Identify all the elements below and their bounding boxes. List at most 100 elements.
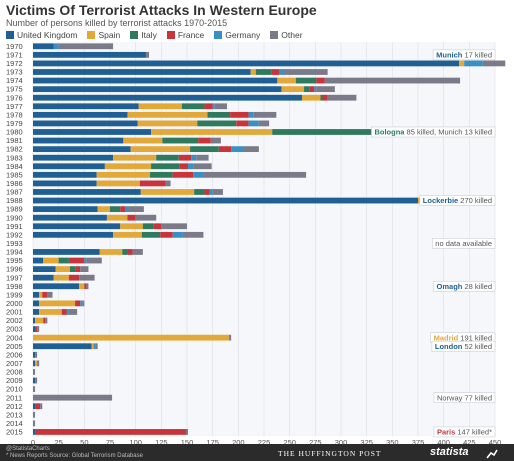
legend-label: Other [281,30,303,40]
year-label: 1985 [6,170,23,179]
bar-segment-other [145,51,150,58]
bar-segment-united-kingdom [33,163,105,170]
bar-segment-germany [80,300,83,307]
bar-segment-spain [459,60,465,67]
bar-segment-spain [140,189,195,195]
annotation-text: Bologna 85 killed, Munich 13 killed [374,128,492,137]
x-tick-label: 450 [489,438,502,444]
legend-item: France [166,29,205,41]
bar-segment-spain [99,249,123,255]
annotation-text: Madrid 191 killed [434,333,492,342]
year-label: 1974 [6,76,23,85]
bar-segment-spain [301,94,321,101]
x-tick-label: 325 [360,438,373,444]
x-tick-label: 350 [386,438,399,444]
statista-logo[interactable]: statista [430,446,469,458]
year-label: 1996 [6,265,23,274]
bar-segment-spain [96,180,140,187]
publisher-logo[interactable]: THE HUFFINGTON POST [278,449,382,458]
bar-segment-other [185,429,189,435]
bar-segment-italy [320,94,323,101]
bar-segment-united-kingdom [33,154,114,161]
bar-segment-italy [194,189,205,195]
bar-segment-united-kingdom [33,309,40,315]
legend-swatch [166,31,175,39]
annotation-box [433,392,496,403]
bar-segment-united-kingdom [33,403,36,410]
bar-segment-spain [39,291,43,298]
chart-subtitle: Number of persons killed by terrorist at… [6,18,228,28]
annotation-city: Bologna [374,128,405,137]
bar-segment-italy [69,266,76,273]
legend-label: France [177,30,205,40]
bar-segment-france [271,69,280,75]
annotation-detail: 17 killed [462,50,492,59]
bar-segment-other [182,231,204,238]
bar-segment-spain [35,317,44,324]
year-label: 2015 [6,428,23,437]
bar-segment-other [212,189,223,195]
bar-segment-italy [58,257,69,264]
bar-segment-united-kingdom [33,274,54,281]
bar-segment-spain [113,154,157,161]
bar-segment-united-kingdom [33,171,97,178]
annotation-detail: 85 killed, Munich 13 killed [404,128,492,137]
bar-segment-italy [207,111,231,118]
legend-item: Germany [214,29,260,41]
year-label: 1986 [6,179,23,188]
bar-segment-germany [314,86,317,93]
legend-item: Spain [87,29,120,41]
bar-segment-other [324,77,461,84]
annotation-text: London 52 killed [435,342,492,351]
bar-segment-other [33,386,36,392]
bar-segment-united-kingdom [33,129,152,135]
year-label: 2002 [6,316,23,325]
bar-segment-germany [193,171,204,178]
year-label: 2011 [6,393,22,402]
year-label: 1998 [6,282,23,291]
bar-segment-united-kingdom [33,223,121,230]
bar-segment-spain [53,274,69,281]
bar-segment-france [75,266,81,273]
bar-segment-spain [277,77,296,84]
bar-segment-france [127,214,136,221]
bar-segment-united-kingdom [33,94,302,101]
annotation-box [371,126,496,138]
year-label: 2005 [6,342,23,351]
bar-segment-other [196,154,209,161]
bar-segment-france [204,189,210,195]
bar-segment-other [86,283,89,290]
bar-segment-spain [113,231,142,238]
annotation: Lockerbie 270 killed [419,195,496,206]
bar-segment-other [165,180,171,187]
annotation-detail: 191 killed [458,333,492,342]
year-label: 1970 [6,42,23,51]
annotation-text: Paris 147 killed* [437,428,492,437]
annotation: Munich 17 killed [432,49,496,61]
bar-segment-spain [35,360,38,367]
bar-segment-united-kingdom [33,231,114,238]
year-label: 2010 [6,385,23,394]
bar-segment-united-kingdom [33,43,54,50]
bar-segment-united-kingdom [33,146,131,153]
annotation-box [433,426,496,438]
year-label: 1992 [6,230,23,239]
bar-segment-germany [279,69,285,75]
footer-bar [0,444,514,461]
bar-segment-other [33,369,36,375]
x-tick-label: 275 [309,438,322,444]
bar-segment-other [132,249,143,255]
bar-segment-france [172,171,194,178]
year-label: 1995 [6,256,23,265]
bar-segment-italy [272,129,375,135]
year-label: 1973 [6,68,23,77]
bar-segment-united-kingdom [33,291,40,298]
year-label: 2006 [6,350,23,359]
bar-segment-germany [248,120,259,127]
bar-segment-germany [53,43,59,50]
bar-segment-other [40,403,43,410]
bar-segment-france [236,120,249,127]
source-note: * News Reports Source: Global Terrorism … [6,453,143,459]
annotation-city: London [435,342,463,351]
bar-segment-spain [55,266,70,273]
